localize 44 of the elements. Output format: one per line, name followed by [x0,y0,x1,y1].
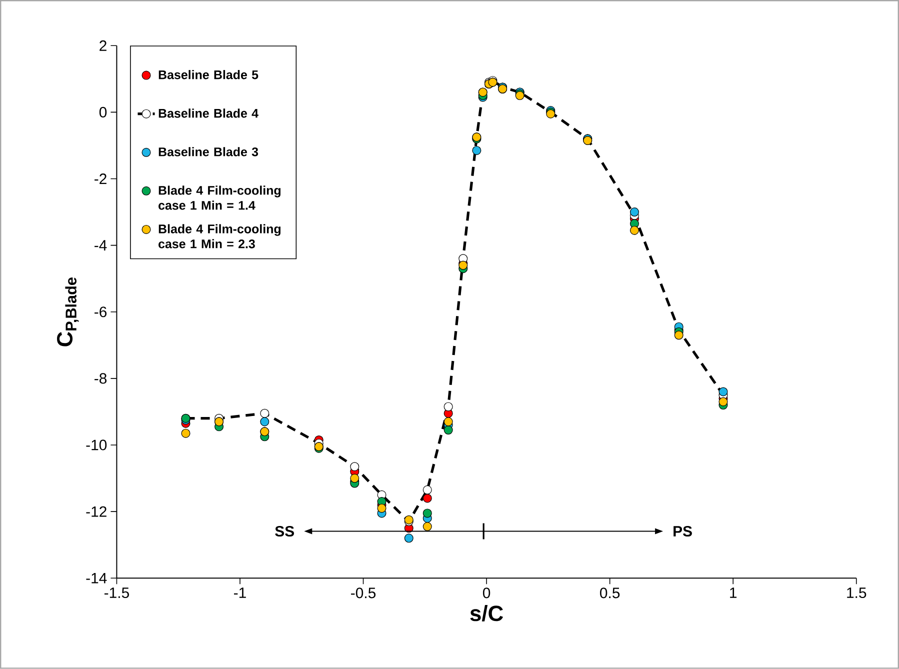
point [444,417,453,426]
y-axis-title: C$_{P,Blade}$ [57,278,79,346]
x-tick-label: -0.5 [351,588,376,598]
x-axis-title: s/C [470,605,504,622]
point [444,426,453,435]
point [181,428,190,438]
x-tick-label: -1 [234,588,246,598]
y-tick-label: -12 [86,506,106,517]
y-tick-label: 2 [100,40,106,51]
legend-label: Baseline Blade 5 [158,70,258,80]
point [718,387,728,396]
x-tick-label: -1.5 [104,588,129,598]
point [422,522,432,532]
point [350,462,360,472]
legend-label: Blade 4 Film-cooling case 1 Min = 2.3 [158,224,280,248]
legend-label: Baseline Blade 4 [158,108,258,118]
point [404,534,414,543]
point [630,208,639,217]
x-tick-label: 1.5 [847,588,866,598]
point [377,504,386,513]
x-tick-label: 1 [730,588,737,598]
y-tick-label: 0 [99,106,107,118]
legend-label: Baseline Blade 3 [158,147,258,156]
x-tick-label: 0 [482,588,490,598]
x-tick-label: 0.5 [600,588,620,598]
point [260,408,270,418]
y-tick-label: -8 [94,373,107,384]
y-tick-label: -10 [86,440,107,450]
point [260,417,270,426]
annotation: SS [275,526,294,537]
point [718,397,728,406]
y-tick-label: -4 [94,240,107,251]
point [350,474,360,483]
point [630,226,639,235]
y-tick-label: -6 [94,306,107,318]
point [472,146,482,156]
legend-label: Blade 4 Film-cooling case 1 Min = 1.4 [158,186,280,210]
point [422,494,432,503]
point [674,330,684,340]
y-tick-label: -2 [94,174,106,184]
y-tick-label: -14 [86,573,107,584]
annotation: PS [674,526,692,537]
point [422,508,432,518]
point [444,402,453,412]
